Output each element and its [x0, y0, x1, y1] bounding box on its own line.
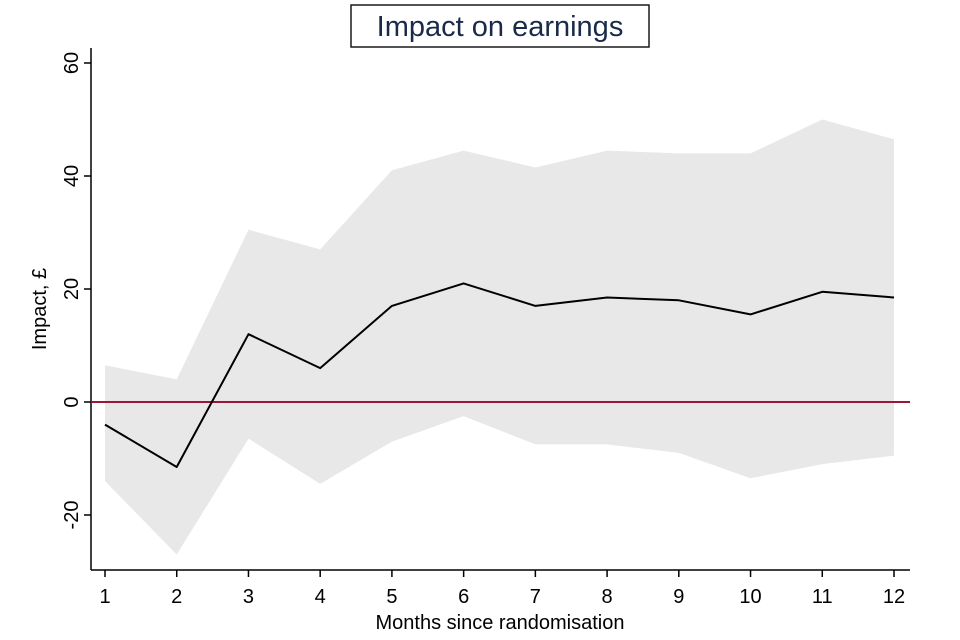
impact-series-line: [104, 282, 895, 468]
y-tick-label: 20: [61, 278, 83, 300]
x-tick-label: 5: [386, 586, 397, 608]
confidence-band: [105, 119, 894, 555]
x-tick-label: 2: [171, 586, 182, 608]
x-tick-label: 10: [739, 586, 761, 608]
y-tick-label: 40: [61, 165, 83, 187]
x-tick-label: 8: [602, 586, 613, 608]
chart-title: Impact on earnings: [377, 11, 624, 43]
x-tick-label: 9: [673, 586, 684, 608]
x-axis-title: Months since randomisation: [375, 612, 624, 634]
chart-title-box: [350, 4, 650, 48]
x-tick-label: 6: [458, 586, 469, 608]
chart-title-group: Impact on earnings: [350, 4, 650, 48]
x-tick-label: 7: [530, 586, 541, 608]
y-tick-label: -20: [61, 501, 83, 530]
y-tick-label: 60: [61, 52, 83, 74]
x-tick-label: 4: [315, 586, 326, 608]
y-axis-title: Impact, £: [29, 268, 51, 350]
x-tick-label: 11: [812, 586, 833, 608]
x-tick-label: 1: [99, 586, 110, 608]
x-tick-label: 3: [243, 586, 254, 608]
x-tick-label: 12: [883, 586, 905, 608]
y-tick-label: 0: [61, 396, 83, 407]
